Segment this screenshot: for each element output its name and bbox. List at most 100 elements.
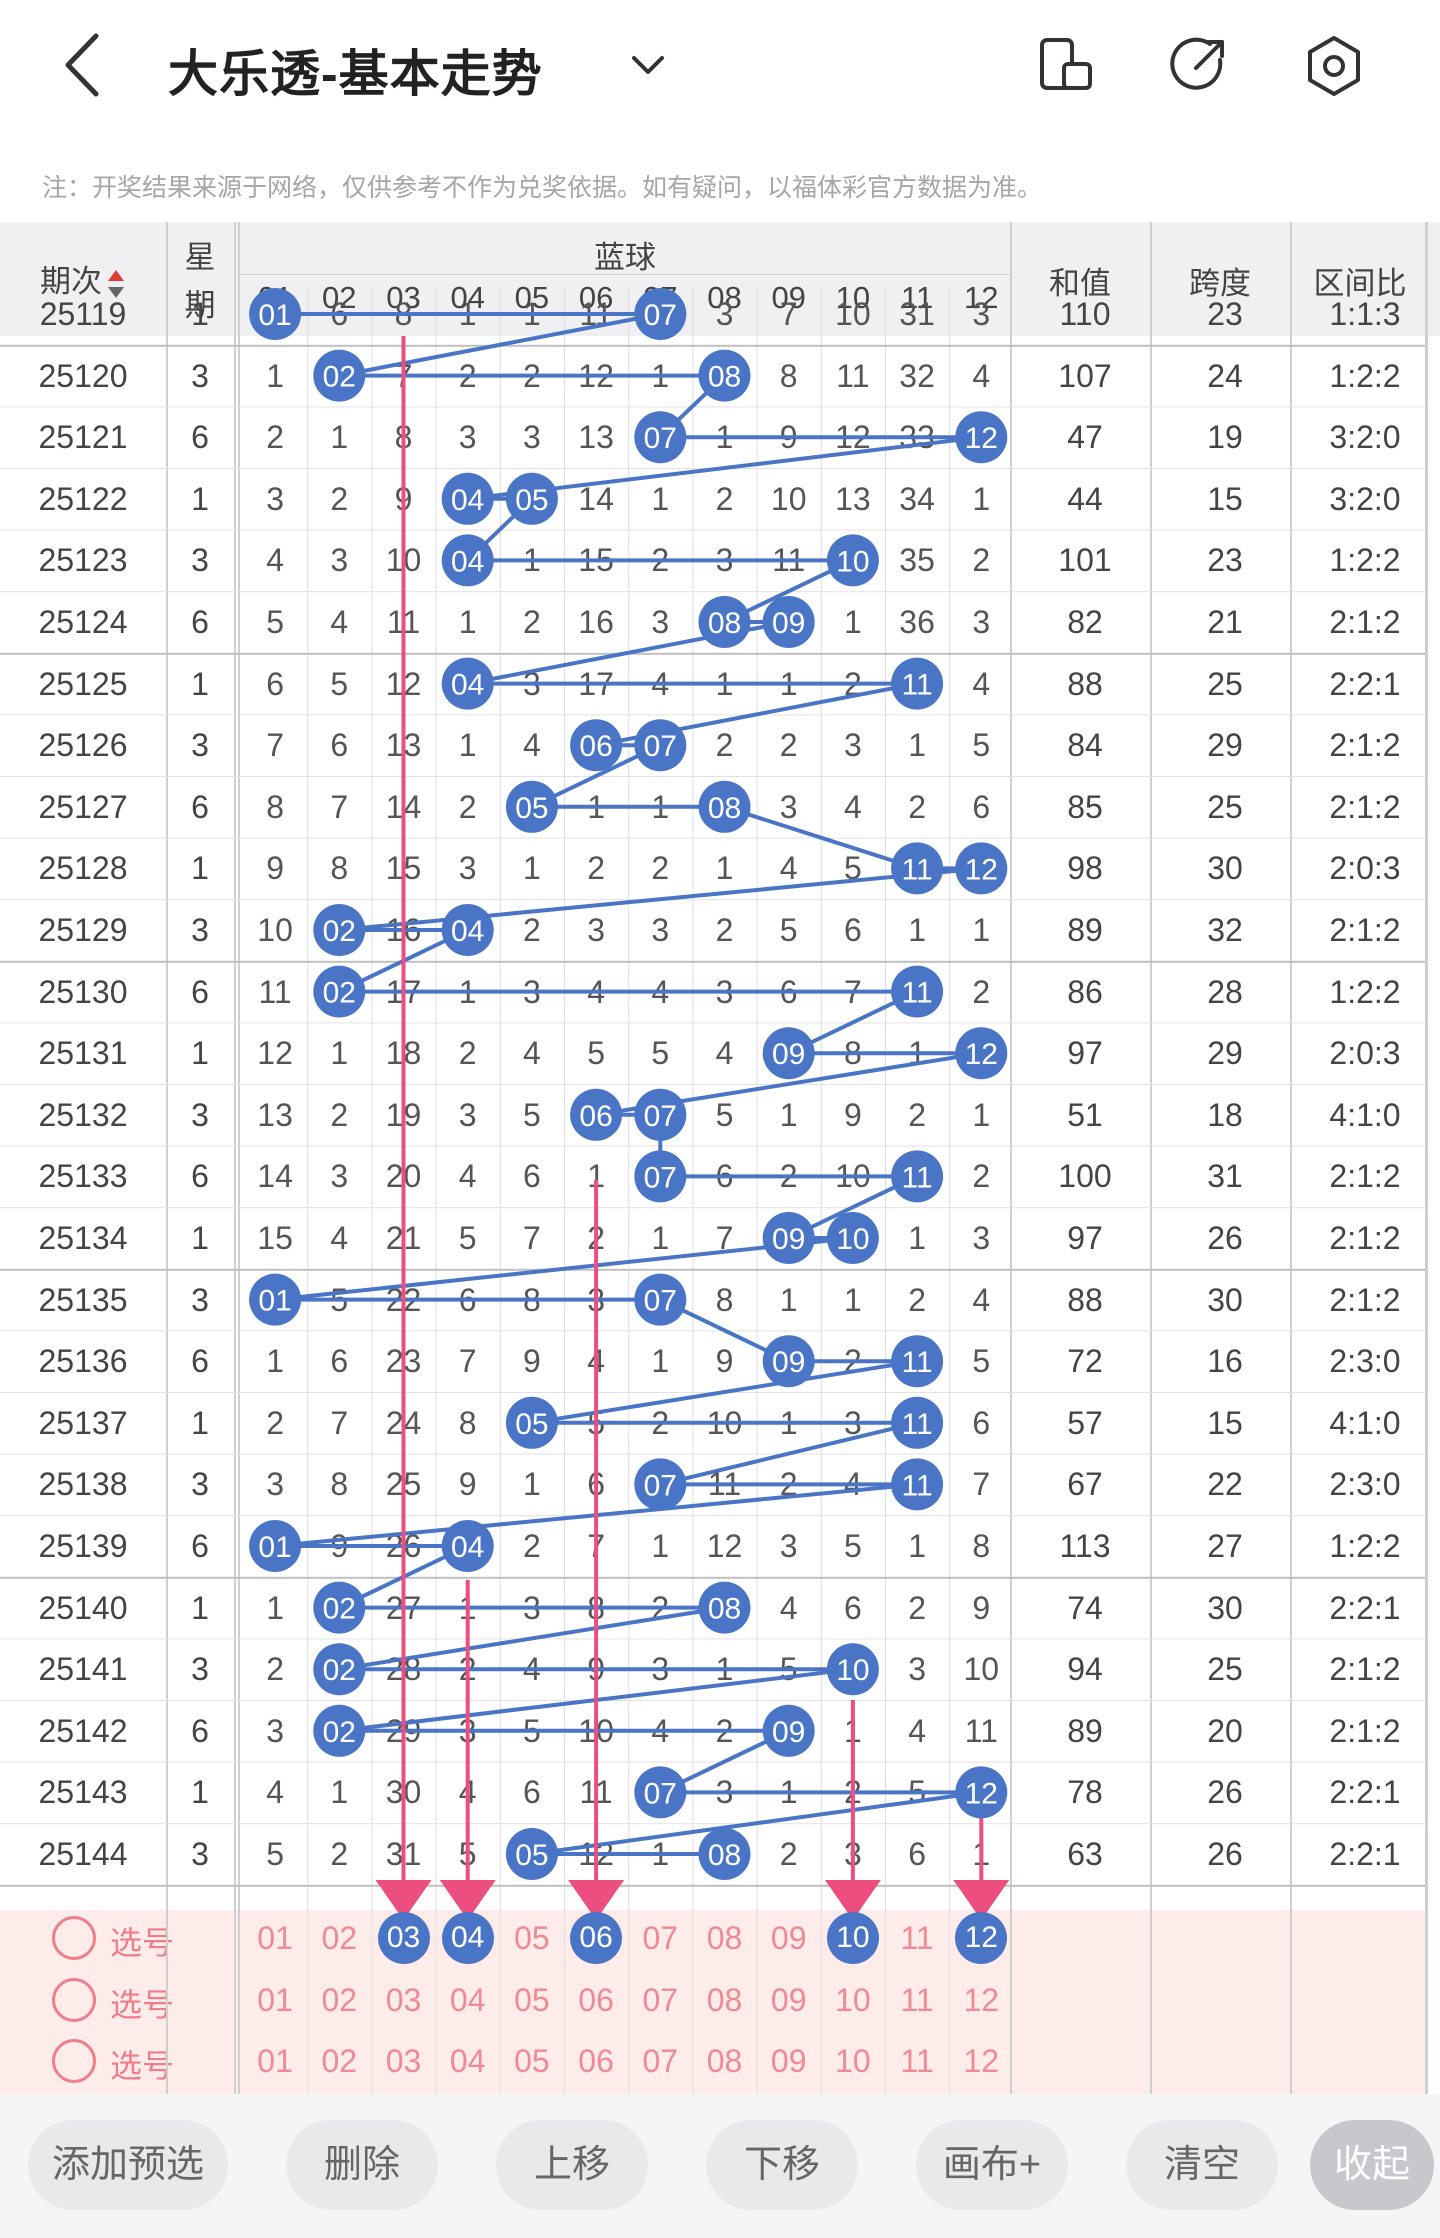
miss-count: 2 [266, 419, 284, 456]
select-label[interactable]: 选号 [110, 1986, 175, 2023]
weekday: 1 [191, 1589, 209, 1626]
pick-number[interactable]: 11 [900, 1920, 934, 1956]
row-divider [0, 1761, 1425, 1763]
select-radio-icon[interactable] [52, 1916, 96, 1960]
svg-text:11: 11 [902, 1469, 933, 1502]
miss-count: 9 [715, 1343, 734, 1380]
pick-number[interactable]: 02 [321, 2043, 358, 2080]
issue-number: 25137 [38, 1404, 128, 1441]
row-divider [0, 1638, 1425, 1640]
clear-button[interactable]: 清空 [1126, 2120, 1278, 2210]
back-icon[interactable] [58, 30, 108, 100]
blue-header-04: 04 [450, 280, 485, 315]
pick-number[interactable]: 07 [642, 1981, 679, 2018]
pick-number[interactable]: 07 [642, 1920, 679, 1956]
pick-number[interactable]: 09 [770, 1981, 807, 2018]
disclaimer-note: 注：开奖结果来源于网络，仅供参考不作为兑奖依据。如有疑问，以福体彩官方数据为准。 [42, 174, 1043, 202]
row-divider [0, 1145, 1425, 1147]
blue-header-03: 03 [386, 280, 421, 315]
miss-count: 3 [458, 419, 477, 456]
pick-number[interactable]: 03 [385, 2043, 422, 2080]
settings-icon[interactable] [1302, 34, 1366, 98]
pick-number[interactable]: 10 [835, 1981, 871, 2018]
winning-ball: 02 [313, 1704, 366, 1757]
pick-number[interactable]: 11 [900, 1981, 934, 2018]
svg-text:05: 05 [515, 1839, 548, 1872]
pick-number[interactable]: 01 [257, 1981, 293, 2018]
trend-connector [531, 1790, 982, 1856]
pick-number[interactable]: 10 [835, 2043, 871, 2080]
pick-number[interactable]: 05 [514, 2043, 550, 2080]
row-divider [0, 1207, 1425, 1209]
span-value: 26 [1207, 1220, 1243, 1256]
pick-number[interactable]: 01 [257, 1920, 293, 1956]
picked-ball[interactable]: 04 [441, 1912, 494, 1964]
pick-number[interactable]: 04 [449, 1981, 486, 2018]
pick-number[interactable]: 08 [706, 1981, 743, 2018]
svg-text:02: 02 [323, 361, 356, 394]
winning-ball: 05 [505, 1396, 558, 1449]
pick-number[interactable]: 11 [900, 2043, 934, 2080]
collapse-button[interactable]: 收起 [1310, 2120, 1434, 2210]
picked-ball[interactable]: 03 [377, 1912, 430, 1964]
add-preselect-button[interactable]: 添加预选 [28, 2120, 228, 2210]
pick-number[interactable]: 08 [706, 1920, 743, 1956]
blue-header-12: 12 [964, 280, 999, 315]
pick-number[interactable]: 06 [578, 1981, 614, 2018]
move-down-button[interactable]: 下移 [706, 2120, 858, 2210]
pick-number[interactable]: 12 [963, 2043, 1000, 2080]
miss-count: 1 [908, 912, 926, 948]
pick-number[interactable]: 06 [578, 2043, 614, 2080]
miss-count: 4 [522, 727, 541, 764]
row-divider [0, 406, 1425, 408]
select-label[interactable]: 选号 [110, 2048, 175, 2085]
canvas-plus-button[interactable]: 画布+ [916, 2120, 1068, 2210]
winning-ball: 05 [505, 472, 558, 525]
miss-count: 9 [522, 1343, 541, 1380]
share-icon[interactable] [1166, 34, 1230, 98]
picked-ball[interactable]: 12 [955, 1912, 1008, 1964]
picked-ball[interactable]: 10 [826, 1912, 879, 1964]
svg-text:04: 04 [451, 484, 484, 517]
pick-number[interactable]: 09 [770, 1920, 807, 1956]
svg-text:08: 08 [708, 361, 741, 394]
pick-number[interactable]: 12 [963, 1981, 1000, 2018]
select-radio-icon[interactable] [52, 2039, 96, 2084]
miss-count: 3 [843, 727, 862, 764]
delete-button[interactable]: 删除 [286, 2120, 438, 2210]
winning-ball: 11 [891, 1396, 944, 1449]
pick-number[interactable]: 07 [642, 2043, 679, 2080]
winning-ball: 08 [698, 349, 751, 402]
pick-number[interactable]: 02 [321, 1981, 358, 2018]
chevron-down-icon[interactable] [628, 50, 668, 80]
svg-text:02: 02 [323, 1654, 356, 1687]
column-divider [692, 286, 694, 2094]
page-title[interactable]: 大乐透-基本走势 [168, 46, 543, 102]
winning-ball: 08 [698, 1828, 751, 1880]
winning-ball: 11 [891, 657, 944, 710]
pick-number[interactable]: 02 [321, 1920, 358, 1956]
winning-ball: 07 [634, 1458, 687, 1511]
select-label[interactable]: 选号 [110, 1925, 175, 1961]
pick-number[interactable]: 08 [706, 2043, 743, 2080]
zone-ratio: 2:2:1 [1329, 1589, 1401, 1626]
miss-count: 4 [843, 788, 862, 825]
issue-number: 25134 [38, 1220, 128, 1256]
row-divider [0, 1700, 1425, 1701]
sort-icon[interactable] [106, 266, 126, 302]
pick-number[interactable]: 01 [257, 2043, 293, 2080]
select-radio-icon[interactable] [52, 1977, 96, 2022]
pick-number[interactable]: 05 [514, 1920, 550, 1956]
pick-number[interactable]: 03 [385, 1981, 422, 2018]
issue-number: 25132 [38, 1096, 128, 1133]
move-up-button[interactable]: 上移 [496, 2120, 648, 2210]
miss-count: 1 [908, 727, 926, 764]
picked-ball[interactable]: 06 [570, 1912, 623, 1964]
screen-rotate-icon[interactable] [1034, 34, 1098, 98]
pick-number[interactable]: 04 [449, 2043, 486, 2080]
miss-count: 3 [266, 480, 284, 517]
header-issue[interactable]: 期次 [0, 256, 166, 302]
pick-number[interactable]: 05 [514, 1981, 550, 2018]
pick-number[interactable]: 09 [770, 2043, 807, 2080]
issue-number: 25128 [38, 850, 128, 887]
